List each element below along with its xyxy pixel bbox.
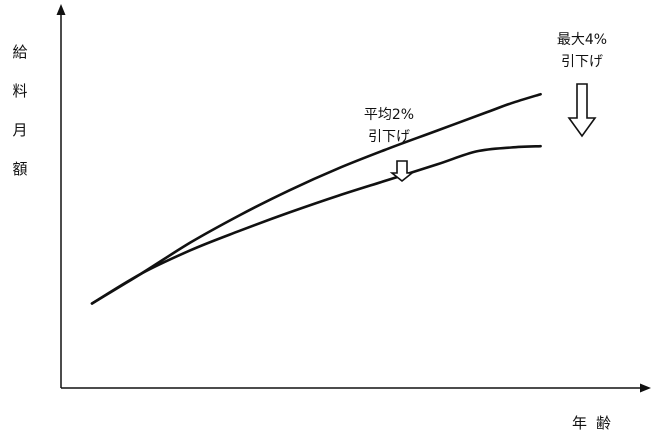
y-axis-label-char: 料	[12, 82, 27, 100]
series-group	[90, 92, 542, 305]
y-axis-label-char: 給	[12, 43, 27, 61]
annotation-1-text-2: 引下げ	[368, 129, 410, 145]
annotation-1-text-1: 平均2%	[364, 107, 414, 123]
annotation-2-text-1: 最大4%	[557, 32, 607, 48]
x-axis-label: 年齢	[572, 414, 620, 432]
x-axis-arrowhead	[640, 383, 651, 393]
y-axis-label-char: 額	[12, 160, 27, 178]
series-line-1	[90, 92, 542, 305]
annotation-2: 最大4% 引下げ	[557, 32, 607, 138]
y-axis-arrowhead	[56, 4, 66, 15]
annotation-1: 平均2% 引下げ	[364, 107, 415, 183]
annotation-2-text-2: 引下げ	[561, 54, 603, 70]
y-axis-label: 給料月額	[12, 43, 27, 178]
x-axis	[61, 383, 651, 393]
annotation-2-down-arrow-icon	[567, 83, 597, 138]
annotation-1-down-arrow-icon	[389, 160, 415, 183]
annotation-group: 平均2% 引下げ 最大4% 引下げ	[364, 32, 607, 183]
series-line-2	[90, 144, 542, 305]
y-axis	[56, 4, 66, 388]
y-axis-label-char: 月	[12, 121, 27, 139]
